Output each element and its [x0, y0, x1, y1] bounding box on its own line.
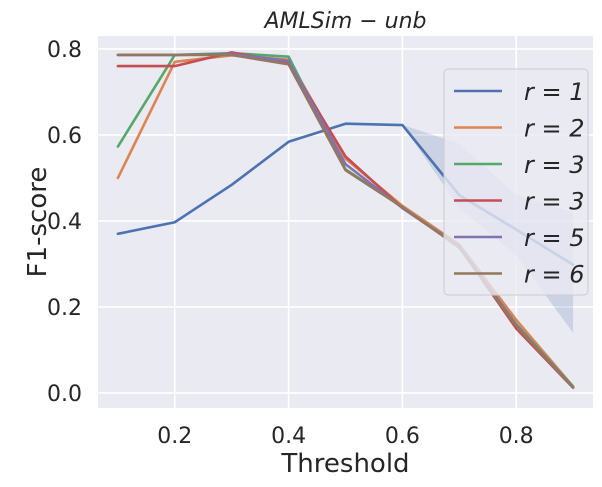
legend-entry: r = 2	[524, 115, 585, 143]
x-tick-label: 0.2	[157, 424, 192, 449]
tick-labels: 0.2 0.4 0.6 0.8 0.0 0.2 0.4 0.6 0.8	[47, 38, 534, 449]
series-line-6	[116, 53, 575, 389]
legend-entry: r = 6	[524, 261, 585, 289]
legend-box	[443, 68, 589, 296]
legend-entry: r = 5	[524, 224, 585, 252]
y-tick-label: 0.2	[47, 296, 82, 321]
chart-title: AMLSim − unb	[262, 9, 426, 34]
y-tick-label: 0.4	[47, 210, 82, 235]
legend-entry: r = 1	[524, 78, 585, 106]
y-tick-label: 0.6	[47, 124, 82, 149]
legend-entry: r = 3	[524, 188, 585, 216]
legend-entry: r = 3	[524, 151, 585, 179]
legend: r = 1 r = 2 r = 3 r = 3 r = 5 r = 6	[443, 68, 589, 296]
y-axis-label: F1-score	[23, 167, 53, 278]
x-tick-label: 0.4	[271, 424, 306, 449]
y-tick-label: 0.8	[47, 38, 82, 63]
x-tick-label: 0.8	[499, 424, 534, 449]
x-tick-label: 0.6	[385, 424, 420, 449]
y-tick-label: 0.0	[47, 382, 82, 407]
x-axis-label: Threshold	[280, 449, 409, 479]
